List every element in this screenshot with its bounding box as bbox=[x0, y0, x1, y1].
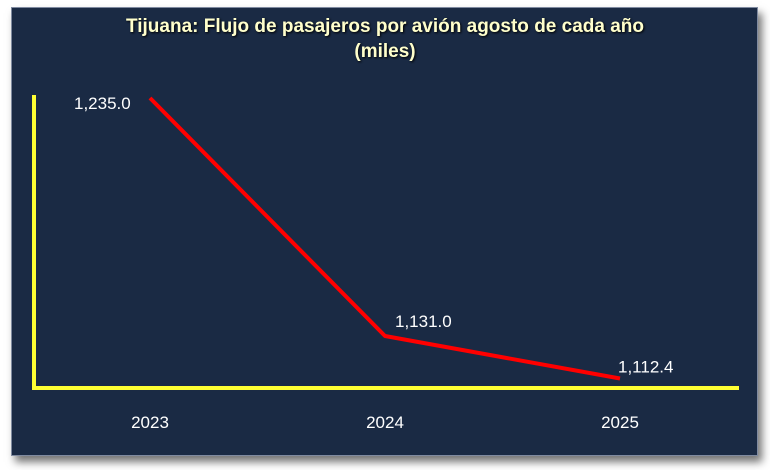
chart-title: Tijuana: Flujo de pasajeros por avión ag… bbox=[0, 14, 770, 64]
series-line bbox=[148, 96, 621, 381]
chart-title-line2: (miles) bbox=[354, 41, 416, 62]
chart-panel bbox=[11, 7, 758, 456]
data-label: 1,112.4 bbox=[618, 358, 673, 377]
x-tick-labels: 2023 2024 2025 bbox=[131, 413, 639, 432]
data-label: 1,131.0 bbox=[395, 312, 452, 331]
x-tick-label: 2024 bbox=[366, 413, 404, 432]
data-labels: 1,235.0 1,131.0 1,112.4 bbox=[74, 94, 673, 377]
data-label: 1,235.0 bbox=[74, 94, 131, 113]
x-tick-label: 2023 bbox=[131, 413, 169, 432]
x-tick-label: 2025 bbox=[601, 413, 639, 432]
chart-title-line1: Tijuana: Flujo de pasajeros por avión ag… bbox=[125, 16, 645, 37]
